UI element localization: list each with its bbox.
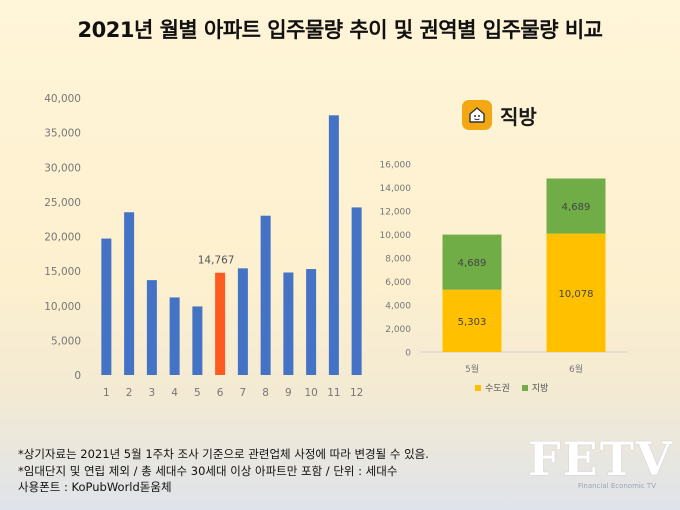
legend-label-regional: 지방 <box>531 384 549 394</box>
x-tick-label: 1 <box>103 387 110 399</box>
y-tick-label: 0 <box>74 370 81 382</box>
data-label: 10,078 <box>559 289 594 300</box>
x-tick-label: 8 <box>262 387 269 399</box>
legend-swatch-regional <box>521 384 528 391</box>
x-tick-label: 3 <box>149 387 156 399</box>
footnotes: *상기자료는 2021년 5월 1주차 조사 기준으로 관련업체 사정에 따라 … <box>18 446 429 496</box>
legend-item-regional: 지방 <box>521 381 549 394</box>
fetv-logo-subtext: Financial Economic TV <box>577 482 656 490</box>
x-tick-label: 2 <box>126 387 133 399</box>
y-tick-label: 4,000 <box>385 302 411 312</box>
fetv-logo-text: FETV <box>528 432 674 486</box>
footnote-1: *상기자료는 2021년 5월 1주차 조사 기준으로 관련업체 사정에 따라 … <box>18 447 429 461</box>
y-tick-label: 5,000 <box>51 335 81 347</box>
bar-month-8 <box>260 215 271 375</box>
x-tick-label: 11 <box>327 387 340 399</box>
bar-month-3 <box>146 280 157 375</box>
y-tick-label: 12,000 <box>380 208 412 218</box>
bar-segment-regional <box>546 178 606 234</box>
y-tick-label: 25,000 <box>44 197 81 209</box>
bar-month-5 <box>192 306 203 375</box>
footnote-2: *임대단지 및 연립 제외 / 총 세대수 30세대 이상 아파트만 포함 / … <box>18 463 398 478</box>
x-tick-label: 9 <box>285 387 292 399</box>
data-label: 14,767 <box>198 255 235 267</box>
house-logo-icon <box>462 100 492 130</box>
x-tick-label: 4 <box>171 387 178 399</box>
bar-month-11 <box>328 115 339 375</box>
y-tick-label: 20,000 <box>44 232 81 244</box>
y-tick-label: 14,000 <box>380 184 412 194</box>
legend-item-capital: 수도권 <box>475 381 510 394</box>
bar-month-4 <box>169 297 180 375</box>
x-tick-label: 5월 <box>465 363 479 375</box>
x-tick-label: 7 <box>240 387 247 399</box>
bar-month-9 <box>283 272 294 375</box>
data-label: 5,303 <box>458 317 487 328</box>
y-tick-label: 40,000 <box>44 93 81 105</box>
bar-segment-regional <box>442 234 502 290</box>
chart-legend: 수도권 지방 <box>475 381 548 394</box>
y-tick-label: 2,000 <box>385 325 411 335</box>
data-label: 4,689 <box>458 258 487 269</box>
y-tick-label: 0 <box>405 349 411 359</box>
footnote-3: 사용폰트 : KoPubWorld돋움체 <box>18 480 172 494</box>
x-tick-label: 10 <box>304 387 317 399</box>
legend-label-capital: 수도권 <box>485 384 510 394</box>
y-tick-label: 10,000 <box>380 231 412 241</box>
bar-month-1 <box>101 238 112 375</box>
y-tick-label: 10,000 <box>44 301 81 313</box>
y-tick-label: 35,000 <box>44 128 81 140</box>
y-tick-label: 30,000 <box>44 162 81 174</box>
y-tick-label: 8,000 <box>385 255 411 265</box>
data-label: 4,689 <box>562 202 591 213</box>
page-title: 2021년 월별 아파트 입주물량 추이 및 권역별 입주물량 비교 <box>77 18 603 42</box>
x-tick-label: 6월 <box>569 363 583 375</box>
bar-segment-capital <box>546 233 606 352</box>
y-tick-label: 15,000 <box>44 266 81 278</box>
x-tick-label: 12 <box>350 387 363 399</box>
bar-month-2 <box>124 212 135 375</box>
legend-swatch-capital <box>475 384 481 391</box>
bar-month-7 <box>237 268 248 375</box>
brand-name: 직방 <box>500 104 537 129</box>
brand-logo: 직방 <box>462 100 537 130</box>
x-tick-label: 6 <box>217 387 224 399</box>
bar-segment-capital <box>442 289 502 352</box>
bar-month-12 <box>351 207 362 375</box>
y-tick-label: 6,000 <box>385 278 411 288</box>
fetv-logo: FETV Financial Economic TV <box>528 432 674 496</box>
y-tick-label: 16,000 <box>380 161 412 171</box>
bar-month-6 <box>215 272 226 375</box>
bar-month-10 <box>306 269 317 375</box>
x-tick-label: 5 <box>194 387 201 399</box>
